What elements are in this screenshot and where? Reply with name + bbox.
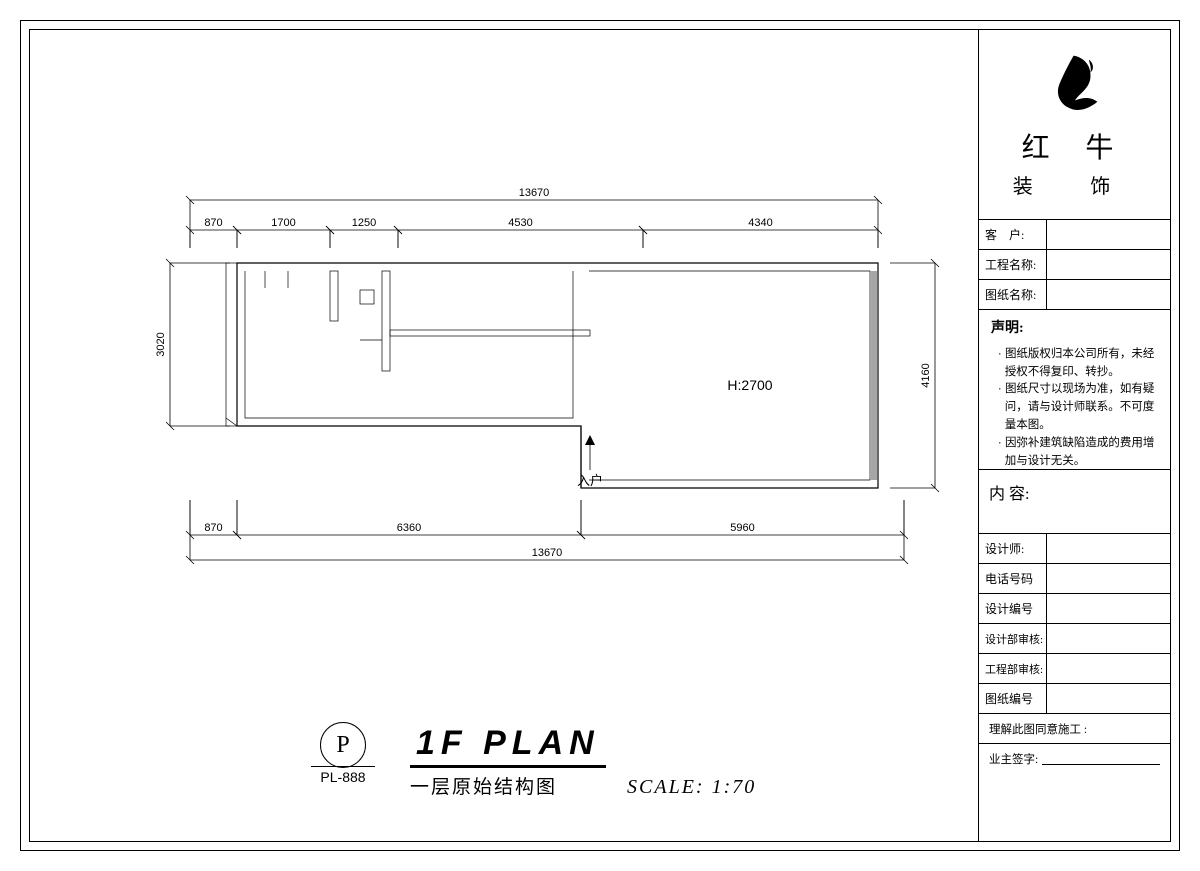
row-owner-sign: 业主签字:: [979, 744, 1170, 774]
declaration-title: 声明:: [991, 318, 1160, 340]
row-design-review: 设计部审核:: [979, 624, 1170, 654]
declaration-item: 因弥补建筑缺陷造成的费用增加与设计无关。: [991, 435, 1160, 471]
project-label: 工程名称:: [979, 250, 1047, 279]
design-no-value: [1047, 594, 1170, 623]
row-sheet-no: 图纸编号: [979, 684, 1170, 714]
design-review-value: [1047, 624, 1170, 653]
row-project: 工程名称:: [979, 250, 1170, 280]
declaration-cell: 声明: 图纸版权归本公司所有，未经授权不得复印、转抄。图纸尺寸以现场为准，如有疑…: [979, 310, 1170, 470]
row-drawing: 图纸名称:: [979, 280, 1170, 310]
brand-name: 红 牛: [1022, 126, 1128, 166]
drawing-area: 13670 870 1700 1250 4530 4340 870 6360 5960 1367…: [30, 30, 980, 841]
inner-border: 13670 870 1700 1250 4530 4340 870 6360 5960 1367…: [29, 29, 1171, 842]
svg-text:1700: 1700: [271, 217, 295, 229]
design-review-label: 设计部审核:: [979, 624, 1047, 653]
svg-text:4160: 4160: [920, 363, 932, 387]
eng-review-label: 工程部审核:: [979, 654, 1047, 683]
project-value: [1047, 250, 1170, 279]
designer-value: [1047, 534, 1170, 563]
svg-text:13670: 13670: [532, 547, 563, 559]
sheet-no-value: [1047, 684, 1170, 713]
plan-scale: SCALE: 1:70: [627, 776, 756, 799]
sheet-badge: P PL-888: [320, 722, 375, 785]
floor-plan-svg: 13670 870 1700 1250 4530 4340 870 6360 5960 1367…: [30, 30, 980, 843]
design-no-label: 设计编号: [979, 594, 1047, 623]
svg-text:H:2700: H:2700: [727, 377, 772, 393]
drawing-value: [1047, 280, 1170, 309]
phone-value: [1047, 564, 1170, 593]
customer-label: 客 户:: [979, 220, 1047, 249]
row-design-no: 设计编号: [979, 594, 1170, 624]
logo-cell: 红 牛 装 饰: [979, 30, 1170, 220]
owner-sign-label: 业主签字:: [989, 751, 1038, 767]
svg-text:5960: 5960: [730, 522, 754, 534]
consent-label: 理解此图同意施工 :: [989, 721, 1087, 737]
declaration-item: 图纸版权归本公司所有，未经授权不得复印、转抄。: [991, 346, 1160, 382]
eng-review-value: [1047, 654, 1170, 683]
content-cell: 内 容:: [979, 470, 1170, 534]
brand-logo-icon: [1040, 50, 1110, 120]
plan-subtitle: 一层原始结构图: [410, 772, 557, 799]
drawing-label: 图纸名称:: [979, 280, 1047, 309]
customer-value: [1047, 220, 1170, 249]
svg-text:入户: 入户: [577, 473, 603, 488]
content-label: 内 容:: [989, 480, 1029, 504]
svg-text:870: 870: [204, 522, 222, 534]
badge-number: PL-888: [311, 766, 375, 785]
svg-text:3020: 3020: [155, 332, 167, 356]
row-consent: 理解此图同意施工 :: [979, 714, 1170, 744]
plan-title-block: P PL-888 1F PLAN 一层原始结构图 SCALE: 1:70: [320, 724, 880, 799]
row-customer: 客 户:: [979, 220, 1170, 250]
svg-text:13670: 13670: [519, 187, 550, 199]
owner-sign-line: [1042, 764, 1160, 765]
declaration-item: 图纸尺寸以现场为准，如有疑问，请与设计师联系。不可度量本图。: [991, 381, 1160, 434]
row-designer: 设计师:: [979, 534, 1170, 564]
plan-main-title: 1F PLAN: [410, 724, 606, 768]
phone-label: 电话号码: [979, 564, 1047, 593]
declaration-list: 图纸版权归本公司所有，未经授权不得复印、转抄。图纸尺寸以现场为准，如有疑问，请与…: [991, 346, 1160, 471]
svg-text:6360: 6360: [397, 522, 421, 534]
row-eng-review: 工程部审核:: [979, 654, 1170, 684]
svg-text:4530: 4530: [508, 217, 532, 229]
outer-border: 13670 870 1700 1250 4530 4340 870 6360 5960 1367…: [20, 20, 1180, 851]
designer-label: 设计师:: [979, 534, 1047, 563]
brand-sub: 装 饰: [1013, 170, 1137, 199]
svg-text:1250: 1250: [352, 217, 376, 229]
row-phone: 电话号码: [979, 564, 1170, 594]
svg-text:4340: 4340: [748, 217, 772, 229]
sheet-no-label: 图纸编号: [979, 684, 1047, 713]
svg-text:870: 870: [204, 217, 222, 229]
titleblock-panel: 红 牛 装 饰 客 户: 工程名称: 图纸名称: 声明: 图纸版权归本公司所有，…: [978, 30, 1170, 841]
badge-letter: P: [320, 722, 366, 768]
